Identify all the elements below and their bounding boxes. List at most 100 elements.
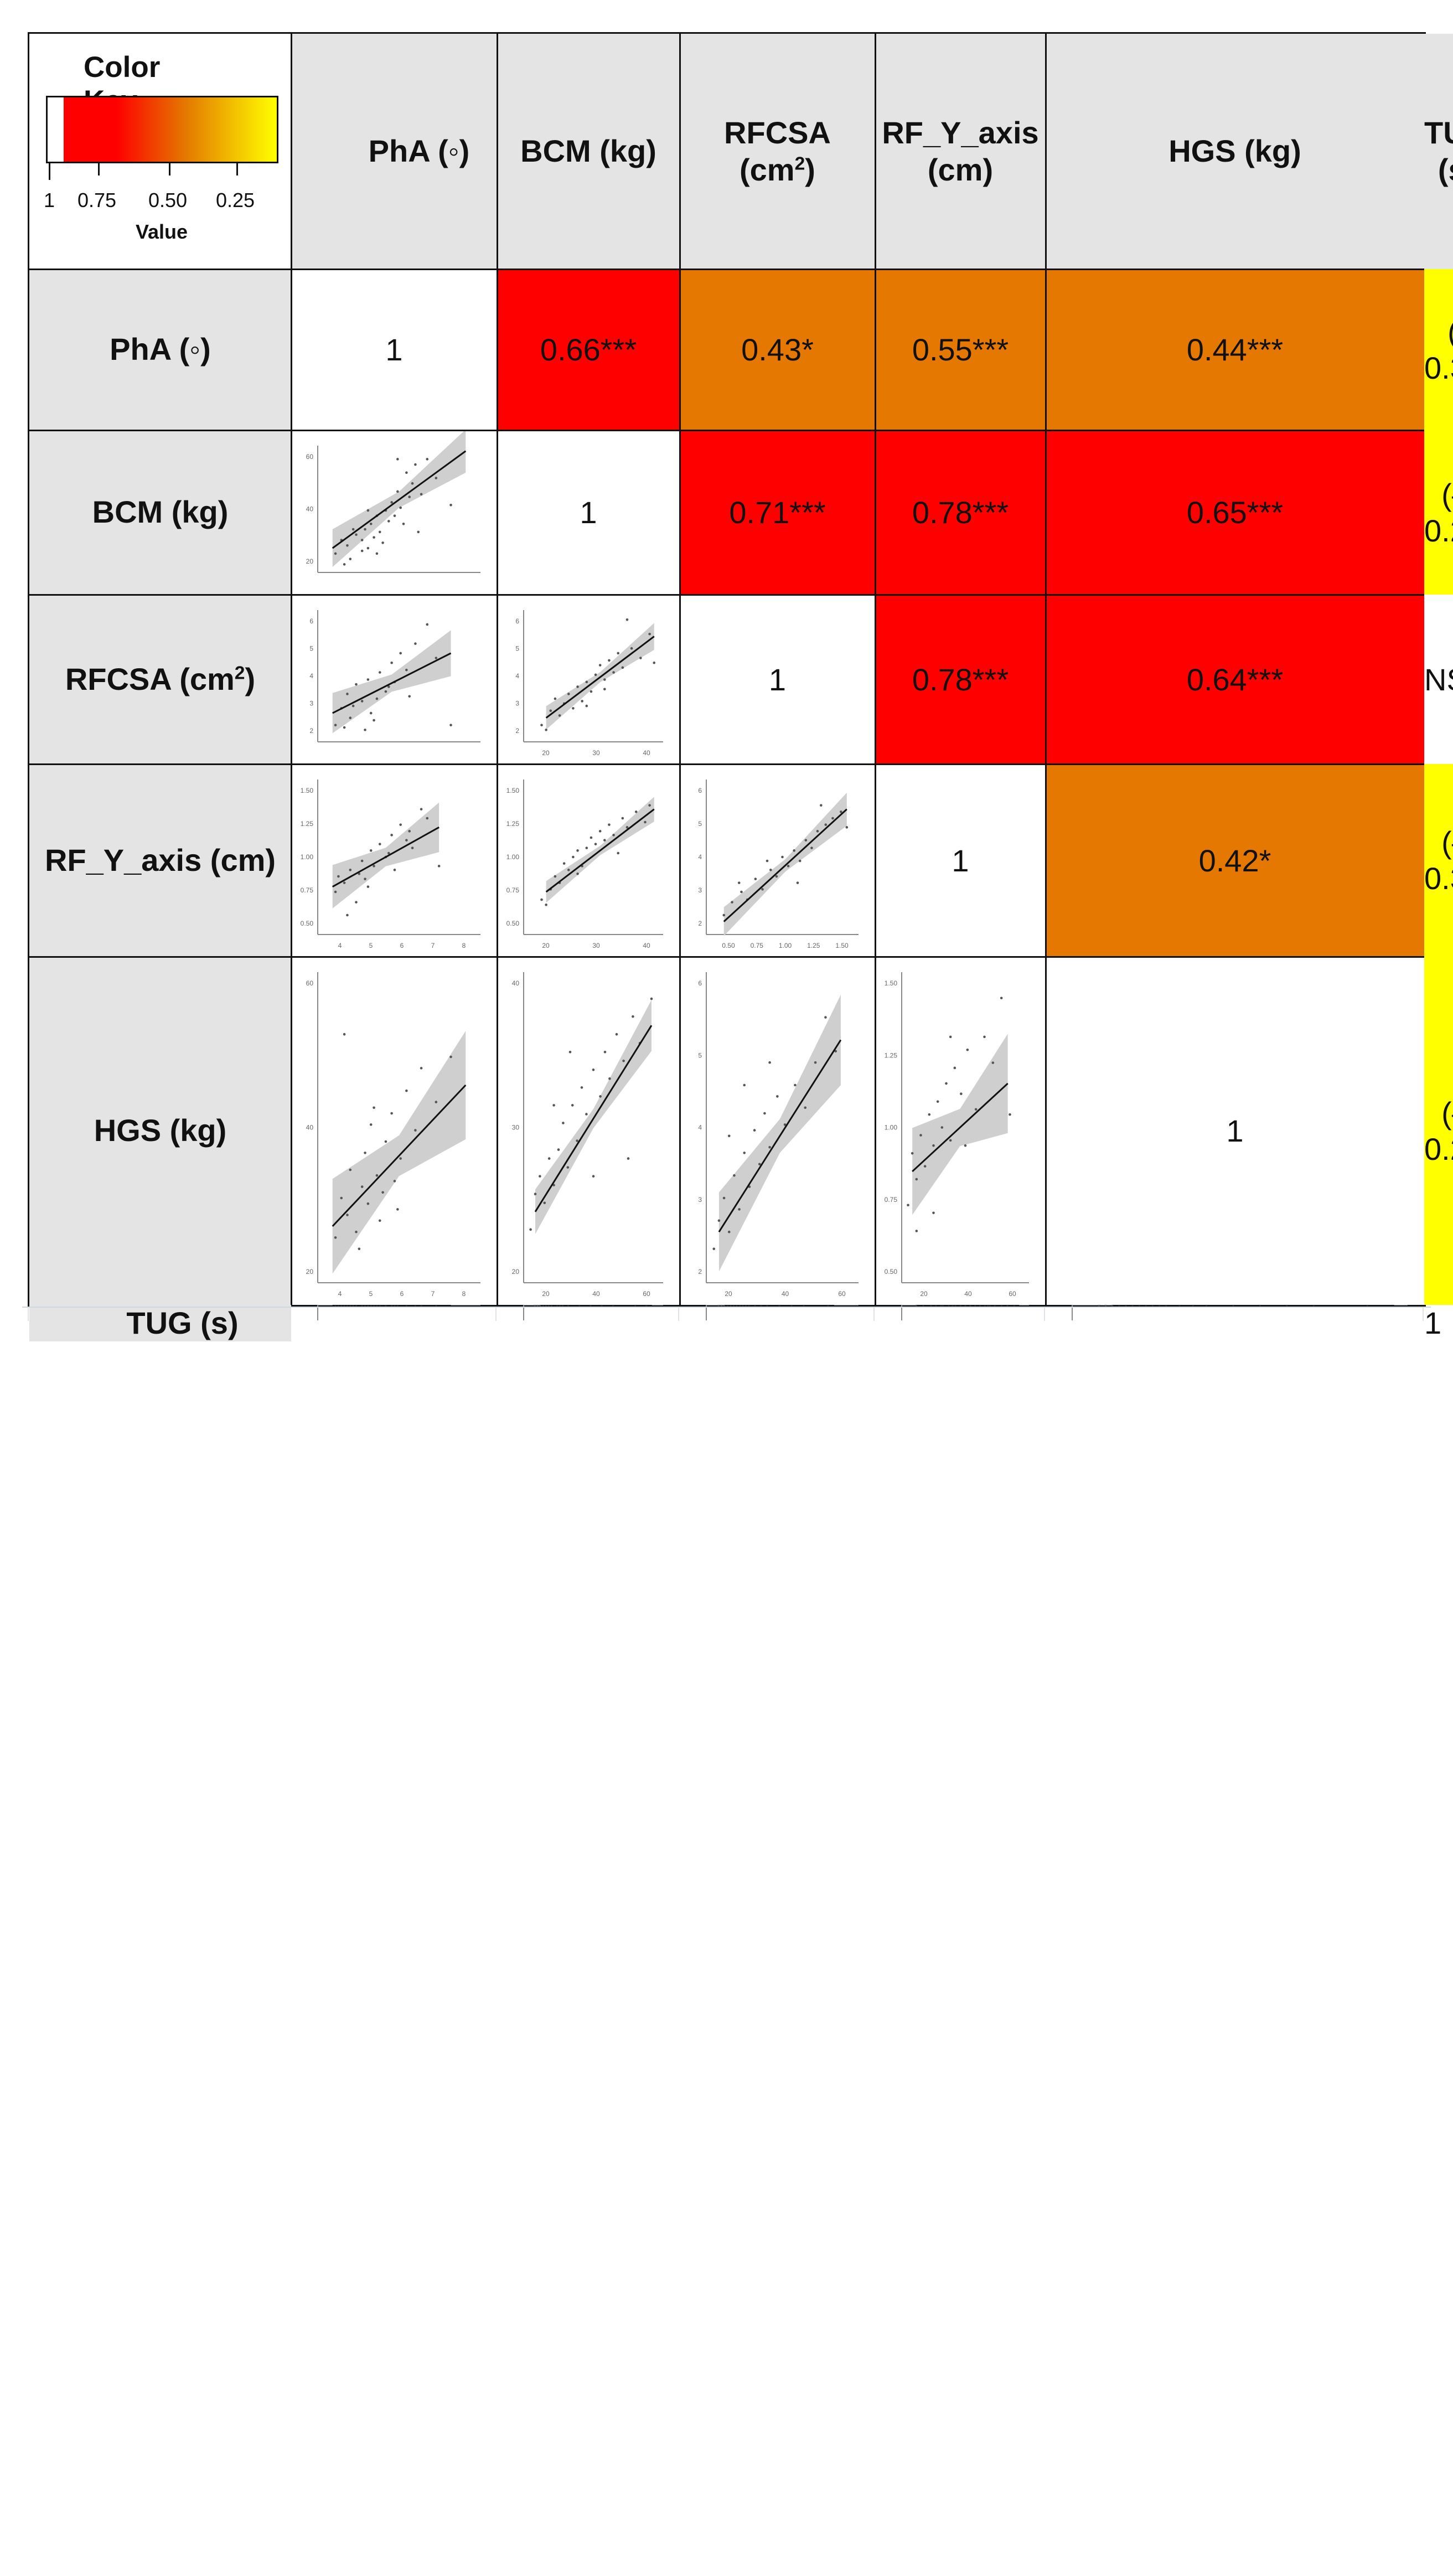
data-point: [766, 859, 769, 863]
x-tick-label: 20: [725, 1290, 732, 1298]
y-tick-label: 5: [893, 1305, 897, 1307]
data-point: [540, 898, 543, 901]
data-point: [617, 652, 620, 655]
data-point: [585, 1113, 588, 1116]
x-tick-label: 40: [643, 942, 650, 949]
data-point: [414, 1129, 417, 1132]
data-point: [343, 563, 346, 566]
data-point: [612, 671, 615, 674]
x-tick-label: 5: [369, 1305, 373, 1307]
data-point: [364, 877, 366, 880]
y-tick-label: 20: [1061, 1305, 1068, 1307]
confidence-band: [718, 994, 841, 1272]
header-text-line2: (cm): [927, 152, 994, 187]
data-point: [787, 865, 790, 868]
data-point: [727, 1134, 731, 1138]
x-tick-label: 4: [338, 1305, 342, 1307]
column-header-label: PhA (◦): [369, 133, 470, 169]
row-text-tail: ): [245, 661, 256, 696]
x-tick-label: 30: [592, 749, 600, 757]
data-point: [536, 1305, 539, 1307]
data-point: [568, 1050, 572, 1054]
y-tick-label: 60: [306, 979, 314, 987]
data-point: [949, 1139, 952, 1142]
data-point: [594, 673, 597, 677]
correlation-value: (–) 0.26*: [1424, 957, 1453, 1305]
scatter-panel: 4 5 6 7 8 0.50 0.75 1.00 1.25 1.50: [301, 779, 480, 949]
data-point: [349, 1168, 352, 1171]
data-point: [396, 1208, 399, 1211]
data-point: [648, 804, 651, 807]
row-header-label: RFCSA (cm2): [65, 661, 255, 698]
data-point: [932, 1144, 935, 1147]
row-header-label: BCM (kg): [92, 494, 229, 530]
data-point: [408, 695, 411, 698]
data-point: [387, 685, 390, 688]
y-tick-label: 1.25: [301, 820, 314, 828]
x-tick-label: 4: [338, 942, 342, 949]
x-tick-label: 40: [964, 1290, 972, 1298]
data-point: [612, 834, 615, 837]
header-text-line2: (cm: [740, 152, 795, 187]
data-point: [369, 1123, 373, 1126]
correlation-value: 0.43*: [680, 269, 875, 430]
data-point: [1009, 1113, 1011, 1116]
data-point: [414, 463, 417, 466]
y-tick-label: 1.25: [506, 820, 520, 828]
data-point: [768, 1061, 771, 1064]
correlation-value: (–) 0.39**: [1424, 269, 1453, 430]
data-point: [396, 458, 399, 461]
data-point: [964, 1144, 967, 1147]
x-tick-label: 5: [369, 1290, 373, 1298]
data-point: [349, 557, 352, 560]
data-point: [366, 1202, 370, 1205]
data-point: [554, 875, 557, 878]
y-tick-label: 6: [698, 1305, 702, 1307]
x-tick-label: 20: [810, 1305, 818, 1307]
regression-line: [723, 808, 847, 922]
color-key-tick: [98, 163, 100, 175]
data-point: [566, 1166, 570, 1169]
data-point: [373, 865, 375, 868]
correlation-value: 0.71***: [680, 430, 875, 595]
color-key-axis-label: Value: [136, 220, 188, 243]
data-point: [911, 1152, 914, 1155]
x-tick-label: 7: [431, 942, 435, 949]
regression-line: [332, 1084, 467, 1227]
color-key-tick: [169, 163, 170, 175]
row-header: TUG (s): [29, 1305, 291, 1342]
data-point: [621, 817, 624, 820]
column-header: HGS (kg): [1046, 34, 1424, 269]
data-point: [798, 859, 802, 863]
data-point: [814, 1061, 817, 1064]
spreadsheet-gridline: [28, 1308, 29, 1321]
data-point: [351, 528, 355, 531]
data-point: [648, 632, 651, 636]
data-point: [794, 1083, 797, 1087]
confidence-band: [332, 802, 439, 908]
data-point: [417, 530, 420, 534]
row-text: PhA (◦): [110, 332, 211, 367]
y-tick-label: 3: [698, 1196, 702, 1204]
data-point: [375, 697, 379, 700]
data-point: [360, 1185, 364, 1188]
scatter-panel: 2 3 4 5 6: [309, 610, 480, 742]
data-point: [449, 503, 452, 507]
diagonal-value: 1: [385, 332, 403, 367]
x-tick-label: 60: [643, 1290, 650, 1298]
data-point: [572, 855, 575, 859]
y-tick-label: 0.50: [506, 920, 520, 927]
x-tick-label: 1.00: [961, 1305, 975, 1307]
confidence-band: [332, 630, 451, 734]
data-point: [592, 1068, 595, 1071]
column-divider: [679, 34, 681, 1305]
x-tick-label: 10: [753, 1305, 761, 1307]
data-point: [346, 1214, 349, 1216]
x-tick-label: 20: [920, 1290, 928, 1298]
data-point: [420, 808, 423, 811]
data-point: [554, 697, 557, 700]
y-tick-label: 4: [309, 672, 313, 680]
scatter-panel: 20 40 60 20 30 40: [512, 972, 663, 1298]
data-point: [426, 817, 429, 820]
correlation-value: 0.55***: [875, 269, 1046, 430]
